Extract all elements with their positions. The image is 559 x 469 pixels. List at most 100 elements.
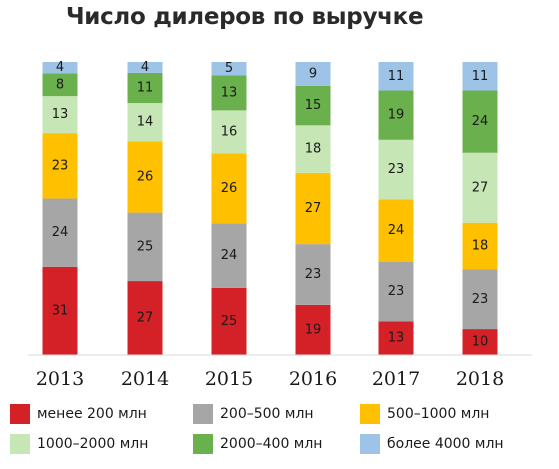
- data-label: 16: [221, 124, 238, 139]
- data-label: 23: [388, 284, 405, 299]
- data-label: 18: [472, 239, 489, 254]
- data-label: 25: [137, 239, 154, 254]
- data-label: 13: [221, 85, 238, 100]
- bar-segment: [295, 85, 331, 126]
- bar-segment: [295, 125, 331, 173]
- bar-segment: [378, 139, 414, 200]
- data-label: 13: [52, 107, 69, 122]
- bar-segment: [462, 329, 498, 355]
- legend-swatch: [10, 404, 30, 424]
- legend-swatch: [360, 404, 380, 424]
- x-tick-label: 2016: [289, 368, 337, 390]
- bar-segment: [378, 62, 414, 91]
- bar-segment: [378, 90, 414, 140]
- bar-segment: [211, 223, 247, 288]
- data-label: 5: [225, 61, 233, 76]
- legend-item: 2000–400 млн: [193, 432, 322, 456]
- bar-segment: [462, 269, 498, 330]
- data-label: 24: [472, 114, 489, 129]
- legend-item: более 4000 млн: [360, 432, 504, 456]
- data-label: 25: [221, 314, 238, 329]
- data-label: 15: [305, 98, 322, 113]
- legend-swatch: [360, 434, 380, 454]
- x-tick-label: 2018: [456, 368, 504, 390]
- bar-segment: [211, 287, 247, 355]
- bar-segment: [295, 172, 331, 245]
- bars-group: 31 24 23 13 8 4 27 25 26 14 11 4 25 24 26 16 13 5 19 23 27 18…: [42, 60, 498, 355]
- legend-item: 500–1000 млн: [360, 402, 489, 426]
- bar-segment: [127, 212, 163, 282]
- data-label: 14: [137, 115, 154, 130]
- data-label: 26: [221, 181, 238, 196]
- legend-label: 2000–400 млн: [220, 436, 323, 452]
- bar-segment: [295, 62, 331, 86]
- bar-segment: [42, 96, 78, 134]
- year-labels-group: 2013 2014 2015 2016 2017 2018: [36, 368, 504, 390]
- bar-segment: [295, 244, 331, 305]
- data-label: 18: [305, 142, 322, 157]
- data-label: 11: [388, 69, 405, 84]
- bar-segment: [211, 62, 247, 76]
- bar-segment: [378, 321, 414, 355]
- bar-segment: [211, 110, 247, 154]
- legend-label: 500–1000 млн: [387, 406, 490, 422]
- data-label: 27: [472, 180, 489, 195]
- x-tick-label: 2013: [36, 368, 84, 390]
- bar-segment: [42, 73, 78, 97]
- legend-item: 1000–2000 млн: [10, 432, 148, 456]
- x-tick-label: 2017: [372, 368, 420, 390]
- bar-segment: [211, 75, 247, 111]
- data-label: 26: [137, 170, 154, 185]
- legend-label: менее 200 млн: [37, 406, 147, 422]
- data-label: 23: [305, 267, 322, 282]
- data-label: 19: [305, 322, 322, 337]
- bar-segment: [462, 152, 498, 223]
- bar-segment: [42, 266, 78, 355]
- data-label: 23: [52, 158, 69, 173]
- x-tick-label: 2014: [121, 368, 169, 390]
- bar-segment: [127, 281, 163, 355]
- bar-segment: [462, 90, 498, 153]
- data-label: 8: [56, 77, 64, 92]
- data-label: 10: [472, 335, 489, 350]
- legend-label: 1000–2000 млн: [37, 436, 149, 452]
- bar-segment: [42, 62, 78, 74]
- legend-swatch: [193, 404, 213, 424]
- bar-segment: [462, 222, 498, 270]
- bar-segment: [295, 304, 331, 355]
- bar-segment: [127, 141, 163, 213]
- data-label: 19: [388, 108, 405, 123]
- data-label: 13: [388, 331, 405, 346]
- bar-segment: [127, 62, 163, 73]
- legend-label: более 4000 млн: [387, 436, 504, 452]
- data-label: 27: [137, 311, 154, 326]
- data-label: 23: [472, 292, 489, 307]
- bar-segment: [378, 261, 414, 322]
- bar-segment: [42, 133, 78, 199]
- bar-segment: [127, 103, 163, 142]
- data-label: 24: [221, 248, 238, 263]
- legend-item: 200–500 млн: [193, 402, 314, 426]
- legend-label: 200–500 млн: [220, 406, 314, 422]
- bar-segment: [211, 153, 247, 224]
- data-label: 9: [309, 66, 317, 81]
- data-label: 4: [56, 60, 64, 75]
- bar-segment: [462, 62, 498, 91]
- bar-segment: [42, 198, 78, 267]
- bar-segment: [378, 199, 414, 262]
- legend-item: менее 200 млн: [10, 402, 147, 426]
- legend-swatch: [10, 434, 30, 454]
- x-tick-label: 2015: [205, 368, 253, 390]
- data-label: 24: [388, 223, 405, 238]
- data-label: 23: [388, 162, 405, 177]
- bar-segment: [127, 72, 163, 104]
- data-label: 4: [141, 60, 149, 75]
- chart-title: Число дилеров по выручке: [66, 4, 424, 30]
- data-label: 31: [52, 303, 69, 318]
- data-label: 11: [472, 69, 489, 84]
- stacked-bar-chart: 31 24 23 13 8 4 27 25 26 14 11 4 25 24 26 16 13 5 19 23 27 18…: [28, 60, 532, 390]
- data-label: 24: [52, 225, 69, 240]
- data-label: 11: [137, 81, 154, 96]
- data-label: 27: [305, 201, 322, 216]
- legend-swatch: [193, 434, 213, 454]
